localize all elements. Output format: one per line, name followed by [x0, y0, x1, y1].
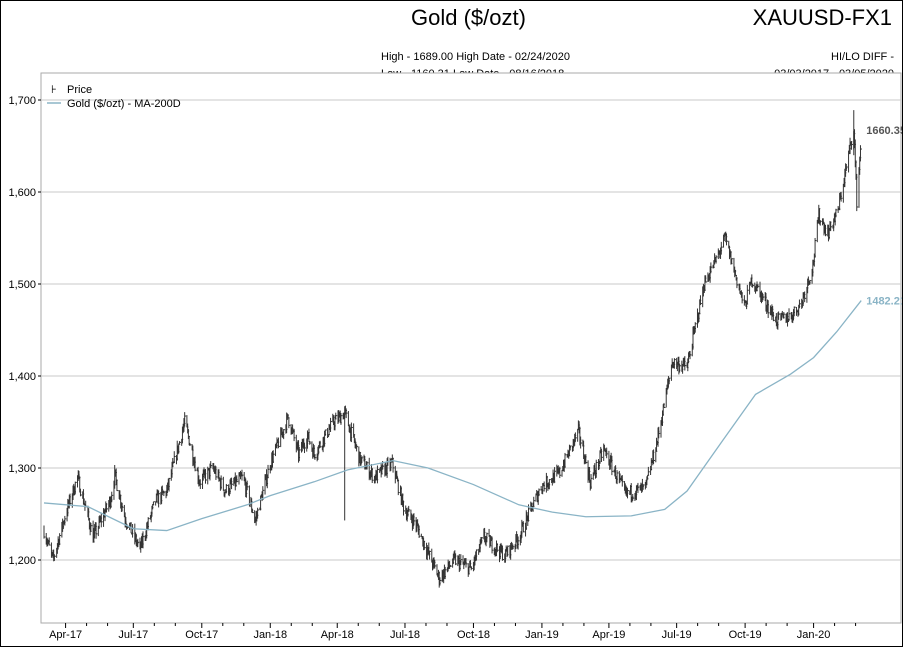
- plot-area: [40, 72, 902, 624]
- x-tick-label: Jul-18: [390, 629, 420, 641]
- x-tick-label: Oct-17: [185, 629, 218, 641]
- x-tick-label: Apr-19: [592, 629, 625, 641]
- chart-title: Gold ($/ozt): [411, 5, 526, 30]
- x-tick-label: Apr-17: [49, 629, 82, 641]
- x-tick-label: Jul-19: [662, 629, 692, 641]
- x-tick-label: Apr-18: [321, 629, 354, 641]
- ma-last-label: 1482.21: [866, 296, 903, 308]
- x-tick-label: Oct-18: [457, 629, 490, 641]
- symbol-label: XAUUSD-FX1: [752, 5, 892, 30]
- hilo-diff: HI/LO DIFF -: [831, 51, 894, 63]
- y-tick-label: 1,600: [8, 187, 36, 199]
- x-tick-label: Jan-19: [525, 629, 559, 641]
- high-info: High - 1689.00 High Date - 02/24/2020: [381, 51, 570, 63]
- y-tick-label: 1,500: [8, 279, 36, 291]
- legend-price-icon: ⊦: [51, 84, 57, 96]
- price-last-label: 1660.35: [866, 125, 903, 137]
- legend-price-label: Price: [67, 84, 92, 96]
- ma-200d-line: [43, 300, 862, 532]
- legend-ma-label: Gold ($/ozt) - MA-200D: [67, 98, 181, 110]
- y-tick-label: 1,400: [8, 371, 36, 383]
- x-tick-label: Jan-20: [797, 629, 831, 641]
- y-tick-label: 1,700: [8, 95, 36, 107]
- y-tick-label: 1,300: [8, 463, 36, 475]
- x-tick-label: Jan-18: [253, 629, 287, 641]
- x-tick-label: Oct-19: [729, 629, 762, 641]
- y-tick-label: 1,200: [8, 555, 36, 567]
- x-tick-label: Jul-17: [118, 629, 148, 641]
